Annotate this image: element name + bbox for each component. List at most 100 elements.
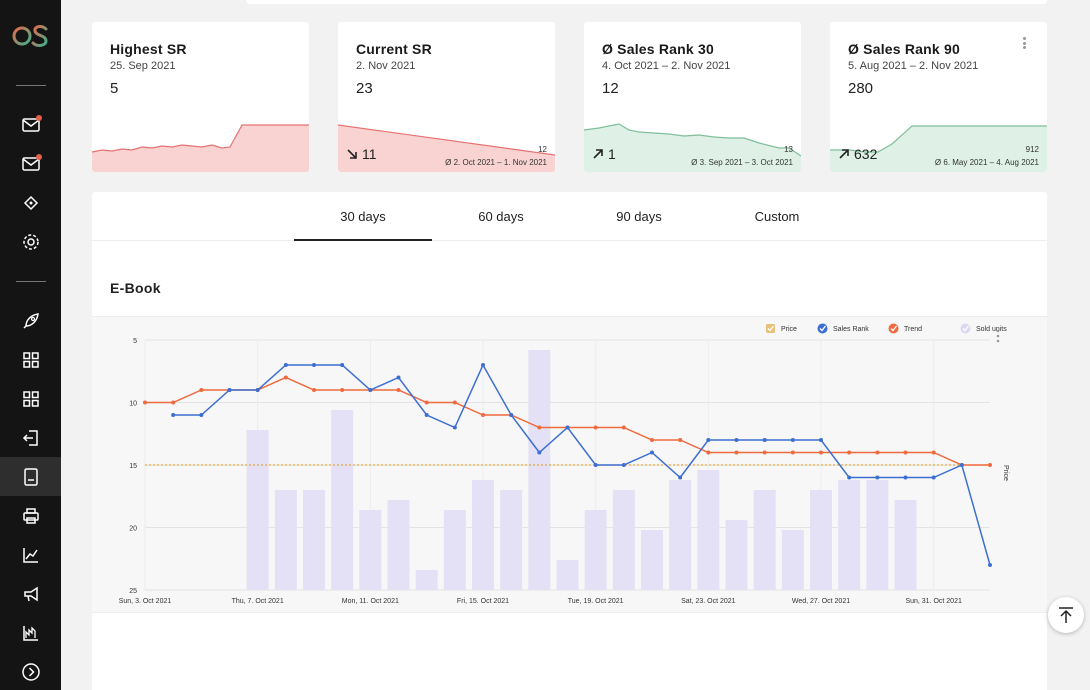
sales-rank-point xyxy=(650,450,654,455)
top-bar xyxy=(246,0,1047,4)
sidebar-item-megaphone[interactable] xyxy=(0,574,61,613)
sidebar-item-mail[interactable] xyxy=(0,144,61,183)
os-logo[interactable] xyxy=(12,22,50,50)
card-previous-value: 13 xyxy=(784,145,793,154)
sidebar-divider xyxy=(16,85,46,86)
sales-rank-point xyxy=(537,450,542,455)
sold-units-bar xyxy=(274,490,297,590)
trend-point xyxy=(762,450,767,455)
check-icon xyxy=(888,323,899,334)
sidebar-item-mail[interactable] xyxy=(0,105,61,144)
card-value: 5 xyxy=(110,80,119,97)
sold-units-bar xyxy=(781,530,804,590)
sidebar-item-rocket[interactable] xyxy=(0,301,61,340)
sold-units-bar xyxy=(331,410,354,590)
sales-rank-point xyxy=(368,388,373,392)
sold-units-bar xyxy=(866,480,889,590)
x-tick-label: Tue, 19. Oct 2021 xyxy=(568,598,624,605)
y-tick-label: 20 xyxy=(129,526,137,533)
section-title: E-Book xyxy=(110,280,161,296)
trend-point xyxy=(678,438,683,442)
x-tick-label: Sat, 23. Oct 2021 xyxy=(681,598,736,605)
sidebar-item-grid[interactable] xyxy=(0,340,61,379)
x-tick-label: Wed, 27. Oct 2021 xyxy=(792,598,850,605)
sparkline xyxy=(584,123,801,172)
sold-units-bar xyxy=(894,500,917,590)
sparkline xyxy=(92,124,309,172)
sales-rank-point xyxy=(171,413,176,417)
checkmark xyxy=(890,325,898,332)
tab-custom[interactable]: Custom xyxy=(754,209,800,224)
checkmark xyxy=(962,325,970,332)
sign-in-icon xyxy=(22,429,38,446)
card-change: 1 xyxy=(592,146,616,162)
sales-rank-point xyxy=(452,425,457,430)
legend-label: Sold units xyxy=(976,326,1007,333)
ticket-icon xyxy=(23,195,38,210)
sidebar-item-ebook[interactable] xyxy=(0,457,61,496)
trend-point xyxy=(650,438,654,442)
checkmark xyxy=(767,325,775,332)
trend-point xyxy=(875,450,880,455)
sparkline xyxy=(338,124,555,172)
sidebar xyxy=(0,0,61,690)
card-value: 280 xyxy=(848,80,874,97)
sidebar-item-printer[interactable] xyxy=(0,496,61,535)
sales-rank-point xyxy=(678,475,683,480)
sales-rank-point xyxy=(396,375,401,380)
trend-point xyxy=(847,450,852,455)
sales-rank-point xyxy=(509,413,514,417)
x-tick-label: Sun, 31. Oct 2021 xyxy=(905,598,962,605)
x-tick-label: Thu, 7. Oct 2021 xyxy=(232,598,284,605)
card-value: 23 xyxy=(356,80,373,97)
trend-point xyxy=(903,450,908,455)
trend-point xyxy=(988,463,992,467)
trend-point xyxy=(593,425,598,430)
trend-point xyxy=(143,400,147,405)
tab-30-days[interactable]: 30 days xyxy=(294,209,432,241)
legend-item[interactable]: Sold units xyxy=(960,323,1008,334)
tab-90-days[interactable]: 90 days xyxy=(616,209,662,224)
sidebar-item-ticket[interactable] xyxy=(0,183,61,222)
sidebar-item-gear[interactable] xyxy=(0,222,61,261)
legend-label: Trend xyxy=(904,326,922,333)
sidebar-item-sign-in[interactable] xyxy=(0,418,61,457)
sales-rank-point xyxy=(903,475,908,480)
sales-rank-point xyxy=(481,363,485,367)
legend-item[interactable]: Price xyxy=(766,324,797,333)
sidebar-item-chevron-right-circle[interactable] xyxy=(0,652,61,690)
sold-units-bar xyxy=(697,470,720,590)
chevron-right-circle-icon xyxy=(21,662,40,681)
card-menu-button[interactable] xyxy=(1017,36,1031,50)
range-tabs: 30 days 60 days 90 days Custom xyxy=(92,192,1047,241)
sold-units-bar xyxy=(641,530,663,590)
card-previous-range: Ø 6. May 2021 – 4. Aug 2021 xyxy=(934,158,1039,167)
ebook-icon xyxy=(23,467,38,486)
kpi-card: Ø Sales Rank 90 5. Aug 2021 – 2. Nov 2021… xyxy=(830,22,1047,172)
sales-rank-line xyxy=(173,363,991,566)
sidebar-item-factory-chart[interactable] xyxy=(0,613,61,652)
y-tick-label: 5 xyxy=(133,338,137,345)
chart-menu-icon xyxy=(996,334,1000,338)
trend-line xyxy=(145,376,990,466)
chart-menu-icon xyxy=(996,329,1000,333)
sales-rank-point xyxy=(988,563,992,567)
sidebar-item-grid[interactable] xyxy=(0,379,61,418)
chart-menu-icon xyxy=(996,339,1000,343)
legend-item[interactable]: Sales Rank xyxy=(817,323,870,334)
scroll-to-top-button[interactable] xyxy=(1048,597,1084,633)
checkmark xyxy=(819,325,827,332)
sidebar-item-line-chart[interactable] xyxy=(0,535,61,574)
main-panel: 30 days 60 days 90 days Custom E-Book 5 1… xyxy=(92,192,1047,690)
sales-rank-point xyxy=(762,438,767,442)
legend-item[interactable]: Trend xyxy=(888,323,923,334)
sold-units-bar xyxy=(612,490,635,590)
line-chart-icon xyxy=(22,547,38,563)
mail-icon xyxy=(21,117,40,132)
arrow-up-right-icon xyxy=(839,149,849,159)
sales-rank-point xyxy=(312,363,316,367)
sales-rank-point xyxy=(340,363,345,367)
card-title: Current SR xyxy=(356,41,432,57)
tab-60-days[interactable]: 60 days xyxy=(478,209,524,224)
sales-rank-point xyxy=(931,475,936,480)
